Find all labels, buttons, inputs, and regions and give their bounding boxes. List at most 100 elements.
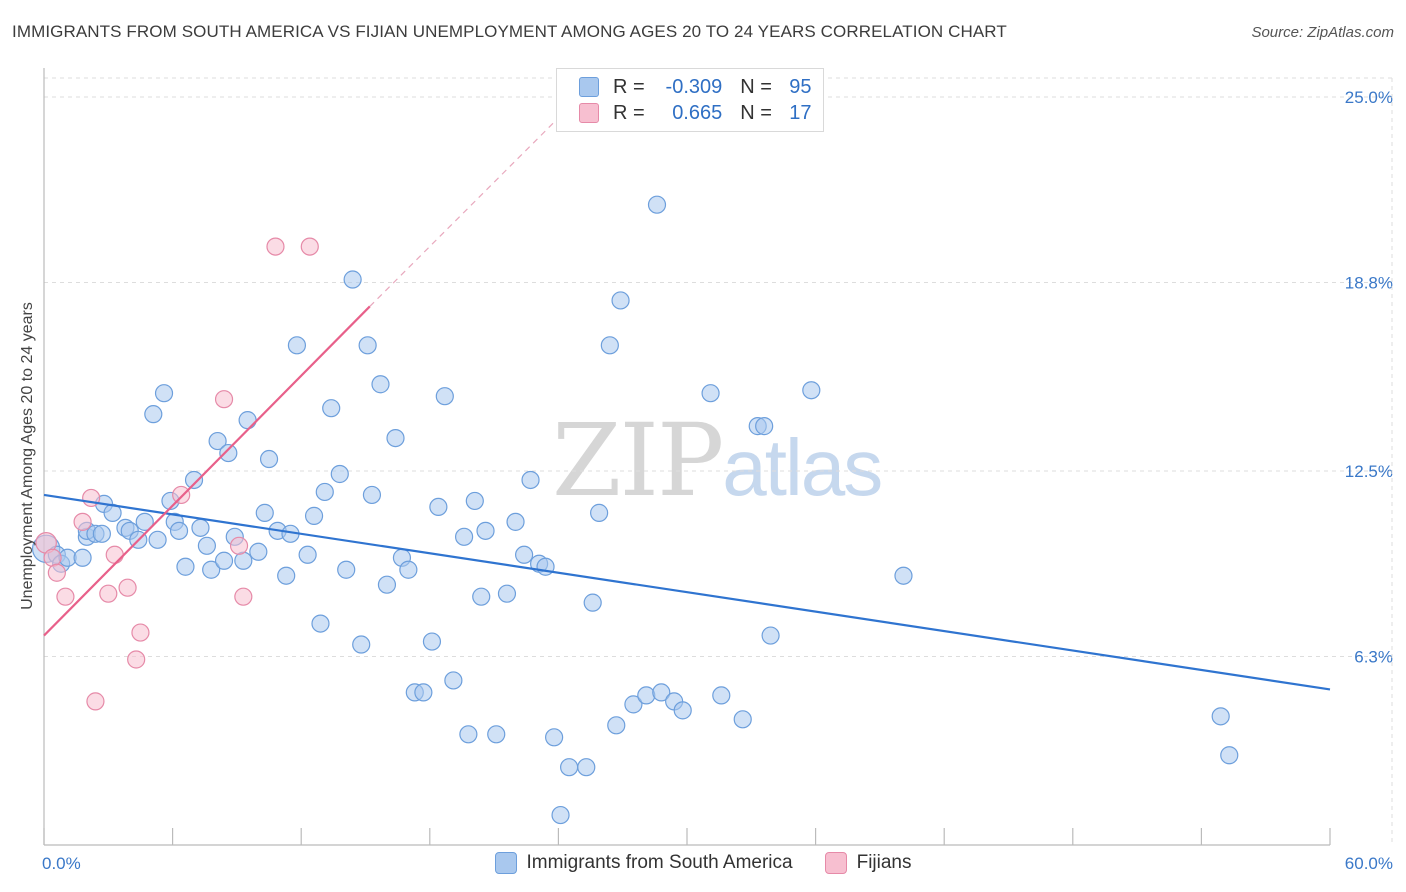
south-america-point (600, 336, 619, 355)
south-america-point (249, 542, 268, 561)
n-label: N = (740, 101, 772, 124)
south-america-point (465, 491, 484, 511)
stats-row-fijians: R = 0.665 N = 17 (579, 101, 812, 125)
south-america-point (560, 758, 579, 777)
south-america-point (761, 626, 780, 645)
r-value: -0.309 (665, 75, 723, 98)
south-america-point (551, 805, 570, 825)
legend-item-fijians[interactable]: Fijians (824, 852, 912, 874)
fijians-trendline (43, 305, 371, 637)
south-america-point (476, 521, 495, 540)
fijians-point (43, 548, 62, 567)
south-america-point (590, 503, 609, 522)
fijians-point (266, 237, 285, 256)
fijians-point (127, 650, 146, 669)
south-america-point (454, 527, 474, 546)
south-america-point (444, 671, 463, 690)
south-america-point (315, 482, 334, 502)
south-america-point (487, 725, 506, 744)
south-america-point (712, 686, 731, 705)
south-america-point (304, 506, 324, 525)
y-axis-label: Unemployment Among Ages 20 to 24 years (19, 302, 36, 610)
south-america-point (577, 758, 596, 777)
south-america-point (197, 536, 216, 555)
south-america-point (673, 701, 692, 720)
n-value: 17 (789, 101, 812, 124)
fijians-point (131, 623, 150, 642)
fijians-point (172, 485, 191, 505)
legend-swatch-fijians (579, 103, 599, 123)
legend-swatch-south-america (494, 852, 517, 874)
south-america-point (652, 683, 671, 702)
y-tick-label: 25.0% (1345, 88, 1393, 107)
r-label: R = (613, 75, 645, 98)
x-tick-label-max: 60.0% (1345, 854, 1393, 873)
legend-label-fijians: Fijians (856, 852, 912, 873)
south-america-point (647, 195, 667, 214)
n-value: 95 (789, 75, 812, 98)
legend-label-south-america: Immigrants from South America (526, 852, 793, 873)
south-america-point (894, 566, 913, 585)
fijians-point (47, 563, 66, 582)
n-label: N = (740, 75, 772, 98)
south-america-point (92, 524, 111, 543)
south-america-point (733, 710, 752, 729)
south-america-point (545, 728, 564, 747)
south-america-point (371, 375, 390, 394)
south-america-point (311, 614, 330, 633)
source-credit: Source: ZipAtlas.com (1251, 24, 1394, 41)
south-america-point (255, 503, 274, 522)
south-america-point (219, 443, 238, 463)
fijians-point (86, 692, 105, 711)
legend-swatch-fijians (824, 852, 847, 874)
fijians-point (300, 237, 319, 256)
fijians-point (99, 584, 118, 603)
south-america-point (148, 530, 167, 549)
south-america-point (429, 497, 448, 517)
fijians-point (234, 587, 253, 606)
fijians-trendline-extension (369, 117, 559, 307)
south-america-point (755, 417, 774, 436)
south-america-point (497, 584, 517, 603)
south-america-point (624, 695, 643, 714)
south-america-point (506, 512, 525, 531)
legend-item-south-america[interactable]: Immigrants from South America (494, 852, 793, 874)
south-america-point (191, 518, 210, 537)
fijians-point (214, 390, 234, 409)
x-tick-label-min: 0.0% (42, 854, 81, 873)
fijians-point (105, 545, 124, 564)
south-america-point (521, 470, 540, 490)
watermark: ZIPatlas (552, 402, 883, 519)
south-america-point (1211, 707, 1230, 726)
south-america-point (330, 464, 349, 484)
south-america-point (135, 512, 154, 531)
fijians-point (118, 578, 137, 597)
y-tick-label: 12.5% (1345, 462, 1393, 481)
south-america-point (377, 575, 397, 594)
south-america-point (287, 336, 307, 355)
south-america-point (637, 686, 656, 705)
south-america-point (802, 381, 821, 400)
y-tick-label: 18.8% (1345, 274, 1393, 293)
south-america-point (386, 428, 405, 448)
south-america-point (184, 470, 204, 490)
series-legend: Immigrants from South America Fijians (0, 852, 1406, 874)
south-america-point (298, 545, 317, 564)
south-america-point (611, 291, 630, 310)
south-america-point (1220, 746, 1239, 765)
fijians-point (56, 587, 75, 606)
r-value: 0.665 (672, 101, 723, 124)
fijians-point (73, 512, 92, 531)
south-america-point (169, 521, 189, 540)
chart-title: IMMIGRANTS FROM SOUTH AMERICA VS FIJIAN … (12, 22, 1007, 41)
south-america-point (362, 485, 382, 505)
south-america-point (399, 560, 418, 579)
south-america-point (583, 593, 602, 612)
south-america-point (435, 387, 454, 406)
south-america-point (208, 431, 227, 451)
south-america-point (414, 683, 433, 702)
south-america-point (607, 716, 626, 735)
y-tick-label: 6.3% (1354, 648, 1393, 667)
r-label: R = (613, 101, 645, 124)
